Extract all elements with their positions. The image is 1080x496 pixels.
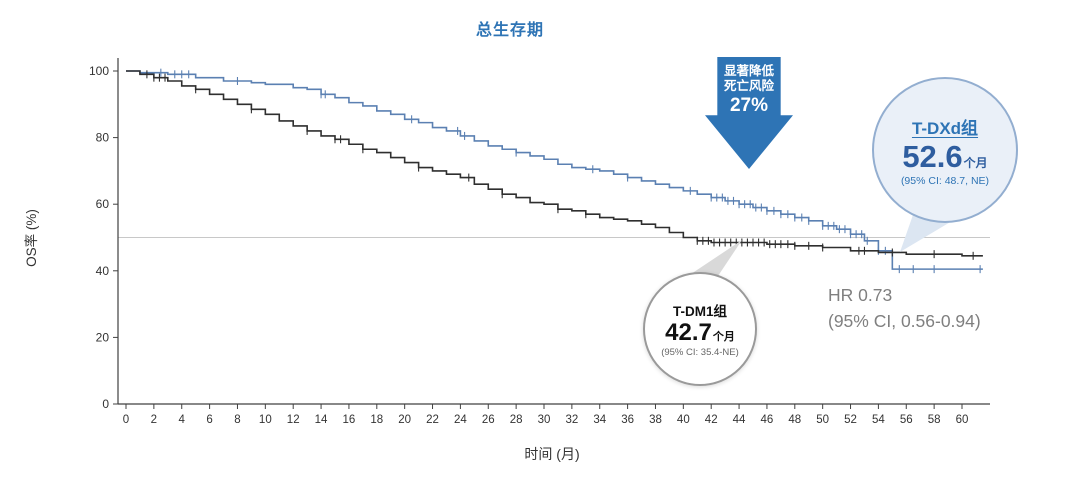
svg-text:18: 18 — [370, 414, 383, 426]
risk-reduction-percent: 27% — [729, 95, 769, 116]
x-tick-labels: 0 2 4 6 8 10 12 14 16 18 20 22 24 26 28 30 32 34 36 38 40 42 4… — [123, 404, 969, 426]
series-T-DXd — [126, 68, 983, 274]
svg-text:14: 14 — [315, 414, 328, 426]
svg-text:80: 80 — [96, 131, 110, 145]
tdxd-ci-text: (95% CI: 48.7, NE) — [900, 174, 990, 187]
risk-reduction-text: 显著降低 死亡风险 27% — [705, 64, 793, 118]
svg-text:16: 16 — [343, 414, 356, 426]
svg-text:24: 24 — [454, 414, 467, 426]
svg-text:38: 38 — [649, 414, 662, 426]
svg-text:54: 54 — [872, 414, 885, 426]
svg-text:42: 42 — [705, 414, 718, 426]
survival-curve-T-DXd — [126, 70, 983, 270]
x-axis-label: 时间 (月) — [524, 446, 580, 462]
tdm1-median-unit: 个月 — [712, 331, 735, 343]
y-tick-labels: 0 20 40 60 80 100 — [89, 64, 118, 411]
svg-text:40: 40 — [677, 414, 690, 426]
tdm1-median-value: 42.7 — [665, 319, 712, 346]
svg-text:32: 32 — [565, 414, 578, 426]
svg-text:36: 36 — [621, 414, 634, 426]
svg-text:20: 20 — [96, 330, 110, 344]
tdm1-group-label: T-DM1组 — [673, 304, 727, 319]
svg-text:10: 10 — [259, 414, 272, 426]
y-axis-label: OS率 (%) — [24, 209, 39, 267]
svg-text:28: 28 — [510, 414, 523, 426]
svg-text:22: 22 — [426, 414, 439, 426]
hazard-ratio-value: HR 0.73 — [828, 285, 893, 305]
svg-text:6: 6 — [206, 414, 212, 426]
tdxd-median-badge: T-DXd组 52.6 个月 (95% CI: 48.7, NE) — [872, 77, 1018, 223]
hazard-ratio-ci: (95% CI, 0.56-0.94) — [828, 311, 981, 331]
svg-text:26: 26 — [482, 414, 495, 426]
hazard-ratio-annotation: HR 0.73 (95% CI, 0.56-0.94) — [828, 282, 1078, 334]
svg-text:12: 12 — [287, 414, 300, 426]
svg-text:4: 4 — [179, 414, 186, 426]
svg-text:0: 0 — [123, 414, 129, 426]
tdm1-ci-text: (95% CI: 35.4-NE) — [661, 347, 739, 358]
risk-reduction-line2: 死亡风险 — [723, 79, 774, 93]
svg-text:34: 34 — [593, 414, 606, 426]
svg-text:40: 40 — [96, 264, 110, 278]
svg-text:50: 50 — [816, 414, 829, 426]
svg-text:44: 44 — [733, 414, 746, 426]
svg-text:60: 60 — [956, 414, 969, 426]
chart-title: 总生存期 — [475, 22, 544, 39]
svg-text:60: 60 — [96, 197, 110, 211]
svg-text:52: 52 — [844, 414, 857, 426]
tdm1-median-badge: T-DM1组 42.7 个月 (95% CI: 35.4-NE) — [643, 272, 757, 386]
tdxd-median-unit: 个月 — [963, 155, 988, 170]
survival-curve-T-DM1 — [126, 70, 983, 257]
svg-text:8: 8 — [234, 414, 240, 426]
svg-text:2: 2 — [151, 414, 157, 426]
risk-reduction-annotation: 显著降低 死亡风险 27% — [705, 57, 793, 169]
risk-reduction-line1: 显著降低 — [723, 64, 774, 78]
svg-text:56: 56 — [900, 414, 913, 426]
svg-text:30: 30 — [538, 414, 551, 426]
series-T-DM1 — [126, 70, 983, 260]
svg-text:58: 58 — [928, 414, 941, 426]
tdxd-median-value: 52.6 — [902, 138, 963, 174]
svg-text:100: 100 — [89, 64, 109, 78]
svg-text:20: 20 — [398, 414, 411, 426]
tdxd-group-label: T-DXd组 — [911, 118, 979, 138]
svg-text:46: 46 — [761, 414, 774, 426]
svg-text:0: 0 — [102, 397, 109, 411]
svg-text:48: 48 — [788, 414, 801, 426]
